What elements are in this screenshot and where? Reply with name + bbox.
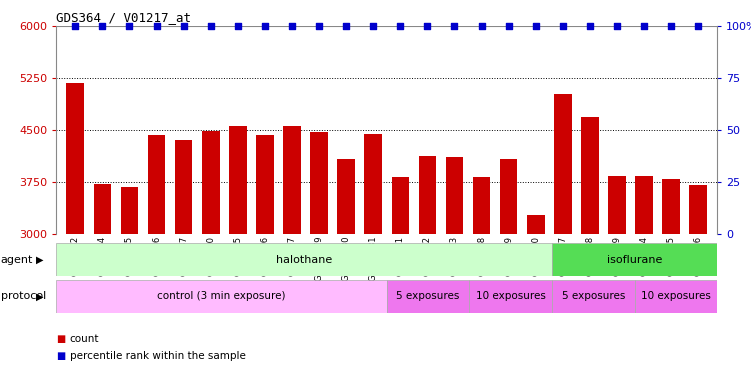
Bar [581, 117, 599, 234]
Text: 10 exposures: 10 exposures [641, 291, 711, 302]
Text: protocol: protocol [1, 291, 46, 302]
Point [665, 23, 677, 29]
Text: 5 exposures: 5 exposures [397, 291, 460, 302]
Bar [554, 94, 572, 234]
Bar [387, 280, 469, 313]
Point [448, 23, 460, 29]
Point [259, 23, 271, 29]
Bar [121, 187, 138, 234]
Bar [418, 156, 436, 234]
Bar [608, 176, 626, 234]
Text: GDS364 / V01217_at: GDS364 / V01217_at [56, 11, 192, 25]
Bar [94, 184, 111, 234]
Bar [635, 280, 717, 313]
Bar [552, 280, 635, 313]
Bar [56, 280, 387, 313]
Text: ■: ■ [56, 351, 65, 361]
Point [69, 23, 81, 29]
Bar [469, 280, 552, 313]
Bar [552, 243, 717, 276]
Bar [310, 132, 328, 234]
Point [529, 23, 541, 29]
Bar [229, 127, 246, 234]
Point [502, 23, 514, 29]
Text: ■: ■ [56, 333, 65, 344]
Bar [148, 135, 165, 234]
Text: percentile rank within the sample: percentile rank within the sample [70, 351, 246, 361]
Bar [175, 140, 192, 234]
Point [178, 23, 190, 29]
Bar [283, 126, 300, 234]
Point [340, 23, 352, 29]
Point [286, 23, 298, 29]
Point [367, 23, 379, 29]
Point [150, 23, 162, 29]
Bar [56, 243, 552, 276]
Text: control (3 min exposure): control (3 min exposure) [157, 291, 286, 302]
Bar [689, 185, 707, 234]
Point [638, 23, 650, 29]
Text: isoflurane: isoflurane [607, 255, 662, 265]
Point [611, 23, 623, 29]
Bar [527, 216, 544, 234]
Text: ▶: ▶ [36, 255, 44, 265]
Point [96, 23, 108, 29]
Bar [67, 83, 84, 234]
Text: ▶: ▶ [36, 291, 44, 302]
Bar [445, 157, 463, 234]
Text: count: count [70, 333, 99, 344]
Point [556, 23, 569, 29]
Bar [473, 176, 490, 234]
Bar [256, 135, 273, 234]
Bar [500, 159, 517, 234]
Bar [337, 159, 355, 234]
Point [232, 23, 244, 29]
Bar [635, 176, 653, 234]
Point [475, 23, 487, 29]
Point [584, 23, 596, 29]
Bar [364, 134, 382, 234]
Text: agent: agent [1, 255, 33, 265]
Bar [662, 179, 680, 234]
Bar [202, 131, 219, 234]
Text: 5 exposures: 5 exposures [562, 291, 625, 302]
Point [123, 23, 135, 29]
Point [692, 23, 704, 29]
Point [205, 23, 217, 29]
Point [421, 23, 433, 29]
Bar [391, 177, 409, 234]
Text: 10 exposures: 10 exposures [475, 291, 546, 302]
Text: halothane: halothane [276, 255, 332, 265]
Point [313, 23, 325, 29]
Point [394, 23, 406, 29]
